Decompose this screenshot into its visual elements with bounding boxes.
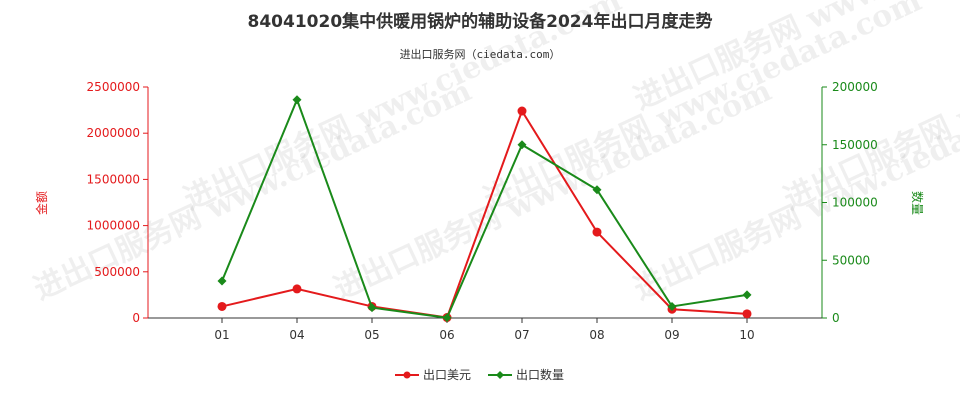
right-axis-tick-label: 100000 xyxy=(832,196,878,210)
series xyxy=(217,95,752,323)
data-point xyxy=(292,284,302,294)
series-line xyxy=(221,96,748,319)
series-export-usd xyxy=(217,106,752,323)
data-point xyxy=(217,276,227,286)
x-axis-tick-label: 09 xyxy=(664,328,679,342)
right-axis-tick-label: 50000 xyxy=(832,253,870,267)
legend-swatch-marker xyxy=(496,371,504,379)
data-point xyxy=(517,106,527,116)
chart-subtitle: 进出口服务网（ciedata.com） xyxy=(400,47,561,61)
series-line xyxy=(221,108,748,319)
data-point xyxy=(442,313,452,323)
right-axis-label: 数量 xyxy=(910,191,925,215)
axes: 05000001000000150000020000002500000金额050… xyxy=(34,80,925,342)
legend: 出口美元 出口数量 xyxy=(395,367,564,382)
data-point xyxy=(742,290,752,300)
left-axis-tick-label: 1000000 xyxy=(87,219,140,233)
right-axis-tick-label: 150000 xyxy=(832,138,878,152)
x-axis-tick-label: 08 xyxy=(589,328,604,342)
data-point xyxy=(667,301,677,311)
data-point xyxy=(292,95,302,105)
x-axis-tick-label: 07 xyxy=(514,328,529,342)
x-axis-tick-label: 06 xyxy=(439,328,454,342)
x-axis-tick-label: 05 xyxy=(364,328,379,342)
chart-title: 84041020集中供暖用锅炉的辅助设备2024年出口月度走势 xyxy=(248,11,713,32)
x-axis-tick-label: 04 xyxy=(289,328,304,342)
legend-label: 出口数量 xyxy=(516,367,564,382)
left-axis-tick-label: 0 xyxy=(132,311,140,325)
left-axis-tick-label: 2500000 xyxy=(87,80,140,94)
left-axis-tick-label: 1500000 xyxy=(87,172,140,186)
left-axis-tick-label: 500000 xyxy=(94,265,140,279)
data-point xyxy=(592,185,602,195)
left-axis-label: 金额 xyxy=(34,191,49,215)
legend-item: 出口美元 xyxy=(395,368,471,382)
data-point xyxy=(592,227,602,237)
data-point xyxy=(217,301,227,311)
series-export-qty xyxy=(217,95,752,323)
legend-swatch-marker xyxy=(403,371,411,379)
data-point xyxy=(742,309,752,319)
left-axis-tick-label: 2000000 xyxy=(87,126,140,140)
data-point xyxy=(517,140,527,150)
legend-item: 出口数量 xyxy=(488,367,564,382)
right-axis-tick-label: 200000 xyxy=(832,80,878,94)
right-axis-tick-label: 0 xyxy=(832,311,840,325)
x-axis-tick-label: 10 xyxy=(739,328,754,342)
data-point xyxy=(367,303,377,313)
x-axis-tick-label: 01 xyxy=(214,328,229,342)
legend-label: 出口美元 xyxy=(423,368,471,382)
